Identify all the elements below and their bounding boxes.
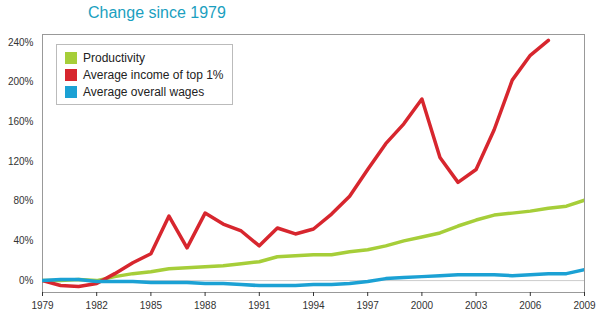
- svg-text:1988: 1988: [194, 300, 217, 311]
- svg-text:0%: 0%: [19, 275, 34, 286]
- svg-text:1994: 1994: [302, 300, 325, 311]
- svg-text:1997: 1997: [357, 300, 380, 311]
- html-text:Average income of top 1%: Average income of top 1%: [83, 67, 224, 82]
- svg-text:200%: 200%: [8, 76, 34, 87]
- svg-text:2000: 2000: [411, 300, 434, 311]
- html-text:Productivity: Productivity: [83, 50, 145, 65]
- svg-text:1979: 1979: [31, 300, 54, 311]
- svg-text:1985: 1985: [140, 300, 163, 311]
- svg-text:1991: 1991: [248, 300, 271, 311]
- svg-text:2003: 2003: [465, 300, 488, 311]
- svg-text:80%: 80%: [13, 195, 33, 206]
- html-text:Average overall wages: Average overall wages: [83, 84, 205, 99]
- svg-text:1982: 1982: [86, 300, 109, 311]
- svg-text:2006: 2006: [519, 300, 542, 311]
- svg-text:160%: 160%: [8, 116, 34, 127]
- svg-text:40%: 40%: [13, 235, 33, 246]
- svg-text:240%: 240%: [8, 37, 34, 48]
- svg-text:120%: 120%: [8, 156, 34, 167]
- html-text:Change since 1979: Change since 1979: [88, 4, 226, 21]
- svg-text:2009: 2009: [573, 300, 596, 311]
